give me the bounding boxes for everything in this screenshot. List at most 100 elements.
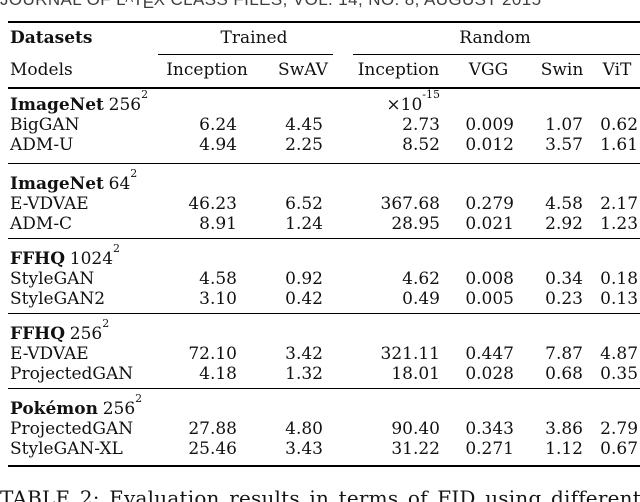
- fid-value: 0.92: [285, 269, 323, 289]
- caption-label: TABLE 2:: [0, 486, 100, 502]
- fid-value: 0.271: [465, 439, 514, 459]
- fid-value: 0.009: [465, 115, 514, 135]
- fid-value: 3.42: [285, 344, 323, 364]
- table-row-e-vdvae-256: E-VDVAE 72.10 3.42 321.11 0.447 7.87 4.8…: [8, 344, 640, 364]
- column-header-vit: ViT: [594, 55, 640, 89]
- scale-note-base: ×10: [386, 95, 423, 115]
- fid-value: 1.61: [600, 135, 639, 155]
- group-header-random: Random: [350, 22, 640, 55]
- dataset-name: FFHQ: [10, 249, 66, 269]
- latex-logo-t: T: [133, 0, 144, 9]
- fid-value: 25.46: [188, 439, 237, 459]
- corner-header-datasets: Datasets: [10, 28, 93, 48]
- table-row-stylegan-xl: StyleGAN-XL 25.46 3.43 31.22 0.271 1.12 …: [8, 439, 640, 466]
- dataset-name: Pokémon: [10, 399, 98, 419]
- model-name: BigGAN: [10, 115, 80, 135]
- scale-note: ×10-15: [350, 88, 447, 115]
- fid-value: 0.028: [465, 364, 514, 384]
- dataset-name: ImageNet: [10, 174, 104, 194]
- dataset-resolution: 256: [108, 95, 142, 115]
- model-name: E-VDVAE: [10, 344, 89, 364]
- dataset-name: ImageNet: [10, 95, 104, 115]
- model-name: ADM-U: [10, 135, 74, 155]
- column-header-swav: SwAV: [256, 55, 350, 89]
- dataset-resolution: 256: [102, 399, 136, 419]
- fid-value: 28.95: [391, 214, 440, 234]
- fid-value: 18.01: [391, 364, 440, 384]
- fid-value: 0.012: [465, 135, 514, 155]
- table-row-biggan: BigGAN 6.24 4.45 2.73 0.009 1.07 0.62: [8, 115, 640, 135]
- fid-value: 321.11: [380, 344, 440, 364]
- journal-header-suffix: X CLASS FILES, VOL. 14, NO. 8, AUGUST 20…: [154, 0, 542, 9]
- fid-value: 2.17: [600, 194, 639, 214]
- resolution-exponent: 2: [130, 167, 138, 181]
- table-row-adm-c: ADM-C 8.91 1.24 28.95 0.021 2.92 1.23: [8, 214, 640, 239]
- fid-value: 0.62: [600, 115, 639, 135]
- caption-text: Evaluation results in terms of FID using…: [99, 486, 640, 502]
- fid-value: 4.18: [199, 364, 237, 384]
- fid-value: 0.35: [600, 364, 639, 384]
- fid-value: 4.80: [285, 419, 323, 439]
- model-name: StyleGAN-XL: [10, 439, 123, 459]
- fid-value: 3.57: [545, 135, 583, 155]
- fid-value: 4.58: [199, 269, 237, 289]
- fid-value: 0.68: [545, 364, 583, 384]
- column-header-inception-trained: Inception: [158, 55, 256, 89]
- resolution-exponent: 2: [102, 317, 110, 331]
- fid-value: 4.87: [600, 344, 639, 364]
- fid-value: 2.73: [402, 115, 440, 135]
- column-header-vgg: VGG: [447, 55, 530, 89]
- fid-value: 2.25: [285, 135, 323, 155]
- resolution-exponent: 2: [141, 88, 149, 102]
- fid-value: 0.343: [465, 419, 514, 439]
- model-name: E-VDVAE: [10, 194, 89, 214]
- fid-value: 0.18: [600, 269, 639, 289]
- journal-running-header: JOURNAL OF LATEX CLASS FILES, VOL. 14, N…: [0, 0, 640, 13]
- section-header-pokemon-256: Pokémon 2562: [8, 388, 640, 419]
- model-name: StyleGAN2: [10, 289, 106, 309]
- table-row-projectedgan-pokemon: ProjectedGAN 27.88 4.80 90.40 0.343 3.86…: [8, 419, 640, 439]
- table-caption: TABLE 2: Evaluation results in terms of …: [0, 486, 640, 502]
- section-header-ffhq-256: FFHQ 2562: [8, 313, 640, 344]
- dataset-name: FFHQ: [10, 324, 66, 344]
- fid-value: 0.67: [600, 439, 639, 459]
- fid-value: 0.49: [402, 289, 440, 309]
- fid-value: 2.92: [545, 214, 583, 234]
- scale-note-exponent: -15: [422, 88, 440, 102]
- fid-value: 0.23: [545, 289, 583, 309]
- fid-value: 0.13: [600, 289, 639, 309]
- table-row-e-vdvae-64: E-VDVAE 46.23 6.52 367.68 0.279 4.58 2.1…: [8, 194, 640, 214]
- section-header-imagenet-64: ImageNet 642: [8, 163, 640, 194]
- fid-value: 3.10: [199, 289, 237, 309]
- fid-value: 0.279: [465, 194, 514, 214]
- fid-value: 3.43: [285, 439, 323, 459]
- table-row-stylegan2: StyleGAN2 3.10 0.42 0.49 0.005 0.23 0.13: [8, 289, 640, 314]
- fid-value: 367.68: [380, 194, 440, 214]
- fid-value: 1.23: [600, 214, 639, 234]
- model-name: ProjectedGAN: [10, 364, 134, 384]
- model-name: ADM-C: [10, 214, 73, 234]
- fid-value: 2.79: [600, 419, 639, 439]
- fid-value: 8.52: [402, 135, 440, 155]
- fid-value: 0.021: [465, 214, 514, 234]
- fid-value: 90.40: [391, 419, 440, 439]
- section-header-ffhq-1024: FFHQ 10242: [8, 238, 640, 269]
- table-row-adm-u: ADM-U 4.94 2.25 8.52 0.012 3.57 1.61: [8, 135, 640, 164]
- model-name: StyleGAN: [10, 269, 95, 289]
- fid-value: 7.87: [545, 344, 583, 364]
- fid-value: 4.94: [199, 135, 237, 155]
- fid-value: 8.91: [199, 214, 237, 234]
- group-header-trained: Trained: [158, 22, 350, 55]
- fid-value: 6.24: [199, 115, 237, 135]
- resolution-exponent: 2: [135, 392, 143, 406]
- fid-value: 0.42: [285, 289, 323, 309]
- fid-value: 1.07: [545, 115, 583, 135]
- fid-value: 3.86: [545, 419, 583, 439]
- fid-value: 4.62: [402, 269, 440, 289]
- fid-value: 6.52: [285, 194, 323, 214]
- fid-value: 46.23: [188, 194, 237, 214]
- fid-value: 72.10: [188, 344, 237, 364]
- fid-value: 0.447: [465, 344, 514, 364]
- section-header-imagenet-256: ImageNet 2562 ×10-15: [8, 88, 640, 115]
